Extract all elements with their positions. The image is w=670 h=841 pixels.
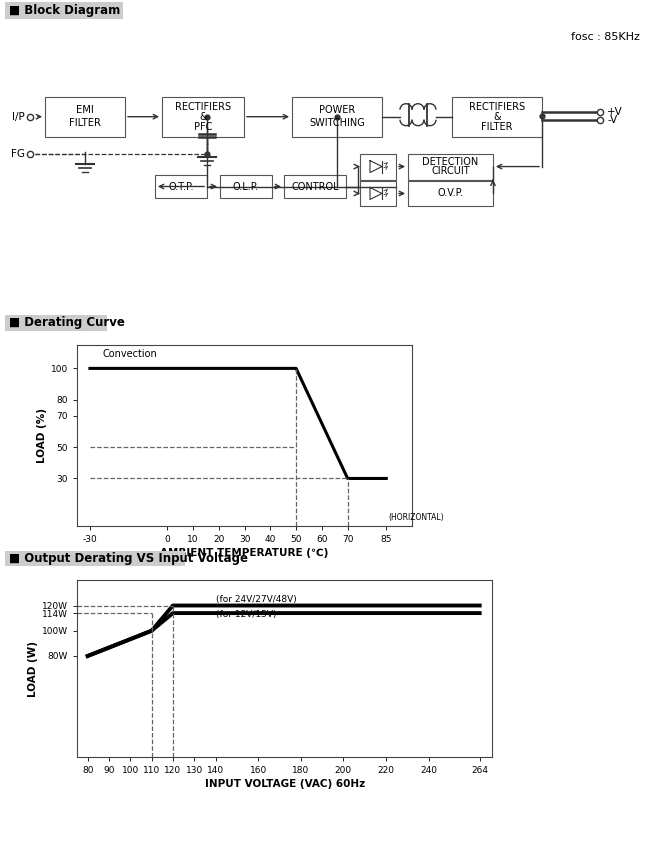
Bar: [360, 154, 396, 179]
Text: I/P: I/P: [11, 112, 24, 122]
Bar: [5, 2, 123, 19]
Bar: [292, 97, 382, 136]
Text: (for 12V/15V): (for 12V/15V): [216, 610, 276, 619]
Text: ■ Derating Curve: ■ Derating Curve: [9, 316, 125, 330]
Text: POWER: POWER: [319, 105, 355, 115]
Bar: [5, 551, 185, 566]
Text: FILTER: FILTER: [69, 119, 101, 129]
Bar: [452, 97, 542, 136]
Text: (for 24V/27V/48V): (for 24V/27V/48V): [216, 595, 296, 605]
Bar: [45, 97, 125, 136]
Bar: [360, 181, 396, 206]
Text: O.T.P.: O.T.P.: [168, 182, 194, 192]
Text: SWITCHING: SWITCHING: [309, 119, 365, 129]
Text: CONTROL: CONTROL: [291, 182, 339, 192]
Bar: [408, 154, 493, 179]
Y-axis label: LOAD (%): LOAD (%): [37, 408, 47, 463]
Text: DETECTION: DETECTION: [422, 157, 478, 167]
Text: RECTIFIERS: RECTIFIERS: [469, 102, 525, 112]
Text: FG: FG: [11, 149, 25, 159]
Text: PFC: PFC: [194, 122, 212, 132]
Y-axis label: LOAD (W): LOAD (W): [27, 641, 38, 696]
Bar: [155, 175, 207, 198]
Text: CIRCUIT: CIRCUIT: [431, 166, 470, 176]
Text: +V: +V: [607, 107, 622, 117]
X-axis label: INPUT VOLTAGE (VAC) 60Hz: INPUT VOLTAGE (VAC) 60Hz: [204, 779, 365, 789]
Bar: [162, 97, 244, 136]
Bar: [220, 175, 272, 198]
Text: EMI: EMI: [76, 105, 94, 115]
Text: O.V.P.: O.V.P.: [438, 188, 464, 198]
Text: ■ Output Derating VS Input Voltage: ■ Output Derating VS Input Voltage: [9, 552, 248, 565]
Text: O.L.P.: O.L.P.: [233, 182, 259, 192]
Text: -V: -V: [607, 114, 617, 124]
Text: ■ Block Diagram: ■ Block Diagram: [9, 4, 120, 17]
Text: &: &: [199, 112, 207, 122]
Text: (HORIZONTAL): (HORIZONTAL): [389, 514, 444, 522]
Text: &: &: [493, 112, 500, 122]
Bar: [284, 175, 346, 198]
Text: fosc : 85KHz: fosc : 85KHz: [571, 32, 640, 42]
Text: Convection: Convection: [103, 349, 157, 359]
Bar: [5, 315, 107, 331]
Bar: [408, 181, 493, 206]
Text: FILTER: FILTER: [481, 122, 513, 132]
Text: RECTIFIERS: RECTIFIERS: [175, 102, 231, 112]
X-axis label: AMBIENT TEMPERATURE (℃): AMBIENT TEMPERATURE (℃): [160, 547, 329, 558]
